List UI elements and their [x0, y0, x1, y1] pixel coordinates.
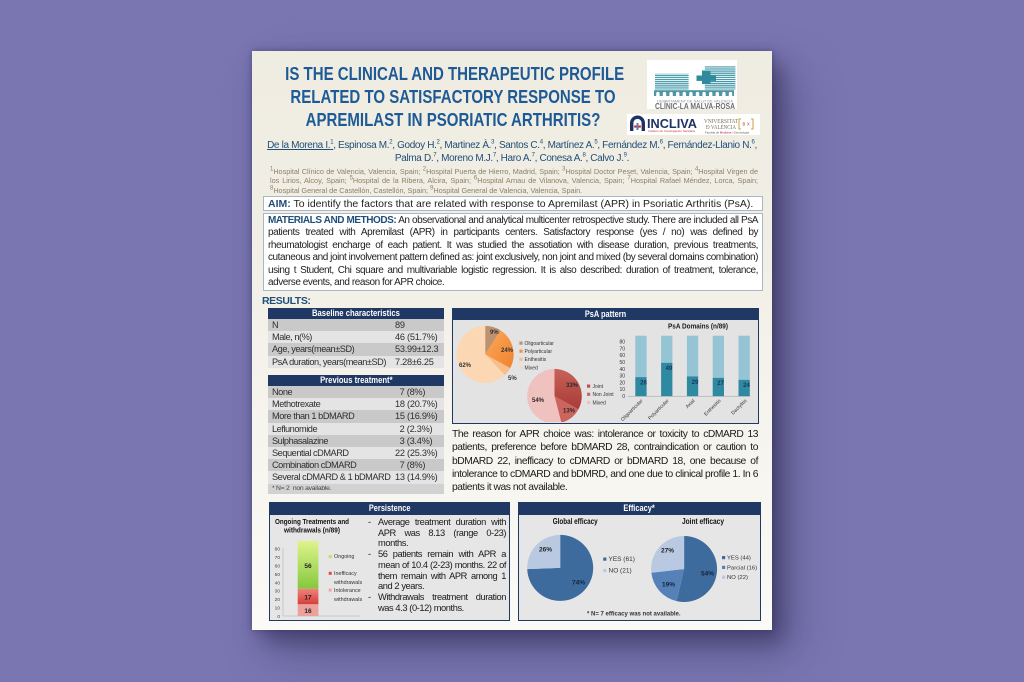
svg-text:Mixed: Mixed	[525, 365, 539, 371]
svg-text:70: 70	[619, 346, 625, 352]
svg-text:9%: 9%	[490, 330, 499, 336]
svg-text:VNIVERSITAT: VNIVERSITAT	[704, 118, 738, 125]
svg-text:27%: 27%	[661, 548, 674, 555]
svg-text:20: 20	[275, 597, 281, 603]
svg-text:40: 40	[275, 580, 281, 586]
svg-text:27: 27	[717, 381, 724, 387]
svg-text:74%: 74%	[572, 580, 585, 587]
svg-text:withdrawals (n/89): withdrawals (n/89)	[283, 528, 340, 535]
svg-text:Oligoarticular: Oligoarticular	[620, 398, 645, 422]
svg-text:CLÍNIC-LA MALVA-ROSA: CLÍNIC-LA MALVA-ROSA	[655, 102, 735, 109]
svg-text:Facultat de Medicina i Odontol: Facultat de Medicina i Odontologia	[705, 131, 749, 135]
svg-text:62%: 62%	[459, 363, 472, 369]
svg-text:30: 30	[619, 374, 625, 380]
svg-text:YES (61): YES (61)	[609, 556, 635, 563]
svg-text:24: 24	[743, 383, 750, 389]
svg-text:YES (44): YES (44)	[727, 556, 751, 562]
svg-text:5%: 5%	[508, 376, 517, 382]
svg-text:54%: 54%	[532, 398, 545, 404]
svg-text:Χ: Χ	[747, 122, 750, 127]
svg-text:10: 10	[619, 387, 625, 393]
svg-text:20: 20	[619, 380, 625, 386]
svg-text:* N= 7 efficacy was not availa: * N= 7 efficacy was not available.	[587, 612, 681, 618]
svg-text:withdrawals: withdrawals	[333, 580, 362, 586]
svg-text:Enthesitis: Enthesitis	[525, 357, 547, 363]
svg-text:Inefficacy: Inefficacy	[334, 571, 357, 577]
svg-text:50: 50	[619, 360, 625, 366]
svg-text:Global efficacy: Global efficacy	[553, 517, 599, 526]
svg-text:70: 70	[275, 555, 281, 561]
svg-text:80: 80	[275, 547, 281, 553]
svg-text:Ongoing: Ongoing	[334, 554, 354, 560]
svg-text:NO (21): NO (21)	[609, 568, 632, 575]
svg-text:0: 0	[277, 614, 280, 619]
svg-text:Intolerance: Intolerance	[334, 588, 361, 594]
svg-text:19%: 19%	[662, 582, 675, 589]
svg-text:Joint efficacy: Joint efficacy	[682, 517, 725, 526]
svg-text:60: 60	[619, 353, 625, 359]
svg-text:Axial: Axial	[685, 398, 697, 410]
svg-text:Polyarticular: Polyarticular	[525, 349, 553, 355]
svg-text:54%: 54%	[701, 571, 714, 578]
svg-text:Mixed: Mixed	[593, 400, 607, 406]
svg-text:56: 56	[304, 563, 312, 570]
svg-text:30: 30	[275, 589, 281, 595]
svg-text:10: 10	[275, 606, 281, 612]
svg-text:Đ VALÈNCIA: Đ VALÈNCIA	[706, 123, 736, 131]
svg-text:29: 29	[692, 380, 699, 386]
svg-text:withdrawals: withdrawals	[333, 597, 362, 603]
svg-text:DEPARTAMENT DE SALUT DE VALÈNC: DEPARTAMENT DE SALUT DE VALÈNCIA	[657, 99, 733, 104]
svg-text:NO (22): NO (22)	[727, 575, 748, 581]
svg-text:Polyarticular: Polyarticular	[647, 398, 671, 422]
svg-text:0: 0	[622, 394, 625, 400]
svg-text:Oligoarticular: Oligoarticular	[525, 341, 555, 347]
svg-text:26%: 26%	[539, 547, 552, 554]
svg-text:Enthesitis: Enthesitis	[703, 398, 723, 418]
svg-text:Ongoing Treatments and: Ongoing Treatments and	[275, 519, 349, 526]
svg-text:Non Joint: Non Joint	[593, 392, 615, 398]
svg-text:40: 40	[619, 367, 625, 373]
svg-text:28: 28	[640, 381, 647, 387]
svg-text:33%: 33%	[566, 383, 579, 389]
svg-text:Instituto de Investigación San: Instituto de Investigación Sanitaria	[648, 129, 695, 133]
svg-text:INCLIVA: INCLIVA	[647, 117, 697, 131]
svg-text:60: 60	[275, 563, 281, 569]
svg-text:16: 16	[304, 608, 312, 615]
svg-text:49: 49	[666, 366, 673, 372]
svg-text:Dactylitis: Dactylitis	[730, 398, 748, 416]
svg-text:PsA Domains (n/89): PsA Domains (n/89)	[668, 322, 728, 331]
svg-text:13%: 13%	[563, 409, 576, 415]
svg-text:Β: Β	[743, 122, 746, 127]
svg-text:Parcial (16): Parcial (16)	[727, 565, 757, 571]
svg-text:80: 80	[619, 340, 625, 346]
svg-text:17: 17	[304, 595, 312, 602]
svg-text:50: 50	[275, 572, 281, 578]
svg-text:24%: 24%	[501, 348, 514, 354]
svg-text:Joint: Joint	[593, 384, 604, 390]
